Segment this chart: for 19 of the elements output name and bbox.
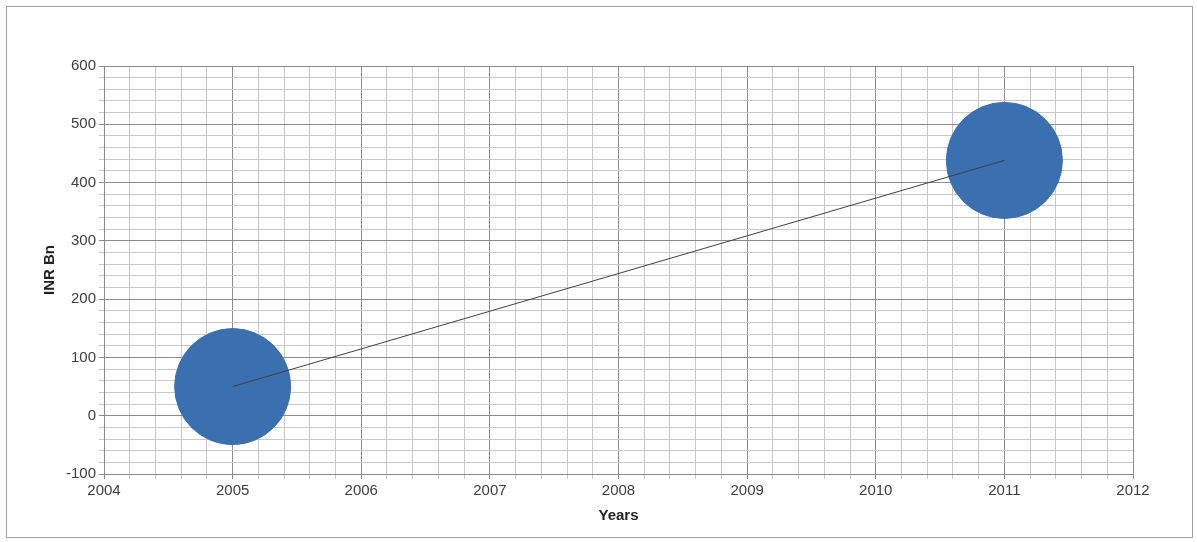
y-tick-label: 0 — [87, 405, 97, 423]
x-tick-label: 2008 — [601, 481, 636, 499]
y-tick-label: 300 — [70, 231, 97, 248]
y-tick-label: 400 — [70, 172, 97, 190]
y-tick-label: 600 — [70, 56, 97, 74]
x-tick-label: 2010 — [859, 481, 893, 499]
x-tick-label: 2009 — [730, 481, 764, 499]
y-tick-label: 200 — [70, 289, 97, 307]
x-axis-title: Years — [598, 506, 639, 524]
y-tick-label: 100 — [70, 347, 97, 365]
x-tick-label: 2006 — [344, 481, 378, 499]
x-tick-label: 2012 — [1116, 481, 1150, 499]
x-tick-label: 2004 — [87, 481, 121, 499]
x-tick-label: 2005 — [215, 481, 250, 499]
y-tick-label: 500 — [70, 114, 97, 132]
x-tick-label: 2011 — [988, 481, 1021, 499]
x-tick-label: 2007 — [473, 481, 507, 499]
y-tick-label: -100 — [65, 464, 97, 482]
y-axis-title: INR Bn — [40, 245, 58, 295]
